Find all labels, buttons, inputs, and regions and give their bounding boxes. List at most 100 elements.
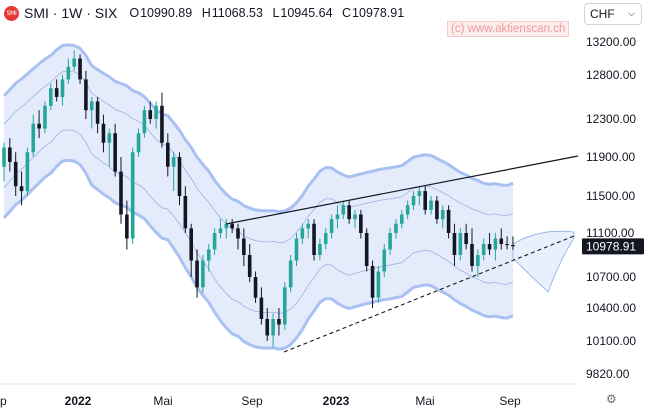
candle-body <box>230 223 234 229</box>
projection-cone <box>512 230 575 293</box>
candle-body <box>341 205 346 215</box>
candle-body <box>493 238 498 250</box>
candle-body <box>271 319 275 336</box>
candle-body <box>224 223 229 229</box>
low-label: L <box>272 6 280 20</box>
candle-body <box>148 110 153 119</box>
candle-body <box>347 205 351 220</box>
candle-body <box>288 260 293 288</box>
x-tick-label: p <box>0 394 7 408</box>
candle-body <box>66 66 71 80</box>
candle-series <box>2 50 515 347</box>
y-tick-label: 11500.00 <box>586 189 635 203</box>
close-value: 10978.91 <box>352 6 405 20</box>
candle-body <box>253 277 258 298</box>
candle-body <box>60 79 65 97</box>
close-label: C <box>342 6 352 20</box>
time-axis[interactable]: p 2022 Mai Sep 2023 Mai Sep <box>0 383 578 408</box>
candle-body <box>277 319 281 325</box>
candle-body <box>464 233 468 244</box>
low-value: 10945.64 <box>280 6 333 20</box>
candle-body <box>212 233 217 250</box>
candle-body <box>335 214 340 220</box>
y-tick-label: 11900.00 <box>586 150 635 164</box>
currency-label: CHF <box>590 7 615 21</box>
candle-body <box>429 200 433 210</box>
candle-body <box>353 214 357 220</box>
candle-body <box>283 287 287 325</box>
candle-body <box>78 58 82 80</box>
resistance-line[interactable] <box>225 155 579 225</box>
currency-select[interactable]: CHF ⌵ <box>584 3 642 25</box>
candle-body <box>487 244 492 250</box>
candle-body <box>359 214 363 233</box>
chevron-down-icon: ⌵ <box>628 8 635 18</box>
candle-body <box>113 133 117 172</box>
band-inner-lower <box>3 129 514 314</box>
smi-logo-icon: SMI <box>4 5 19 21</box>
candle-body <box>89 101 94 111</box>
support-line[interactable] <box>283 235 575 353</box>
candle-body <box>388 233 392 250</box>
candle-body <box>189 228 193 261</box>
candle-body <box>8 147 12 162</box>
candle-body <box>72 58 76 67</box>
candle-body <box>476 255 480 266</box>
candle-body <box>236 228 240 239</box>
candle-body <box>470 244 474 266</box>
candle-body <box>394 223 398 233</box>
x-tick-label: Sep <box>499 394 521 408</box>
y-tick-label: 10700.00 <box>586 270 636 284</box>
candle-body <box>247 255 252 277</box>
band-lower-line <box>2 158 514 351</box>
candle-body <box>499 238 504 244</box>
price-axis[interactable]: 13200.00 12800.00 12300.00 11900.00 11500.00… <box>582 35 644 381</box>
candle-body <box>265 319 270 336</box>
candle-body <box>2 147 6 167</box>
x-tick-label: Mai <box>415 394 434 408</box>
envelope-band-area <box>2 43 575 351</box>
candle-body <box>329 219 334 233</box>
high-label: H <box>201 6 211 20</box>
high-value: 11068.53 <box>211 6 263 20</box>
candle-body <box>312 223 316 255</box>
y-tick-label: 11100.00 <box>586 226 635 240</box>
candle-body <box>84 79 88 111</box>
candle-body <box>417 191 422 196</box>
candle-body <box>376 271 381 298</box>
candle-body <box>119 171 123 215</box>
candle-body <box>440 209 445 220</box>
candle-body <box>160 105 164 143</box>
candle-body <box>49 88 53 106</box>
candle-body <box>242 238 246 255</box>
candle-body <box>400 214 404 224</box>
y-tick-label: 12300.00 <box>586 112 636 126</box>
gear-icon[interactable]: ⚙ <box>606 392 617 406</box>
trend-lines <box>225 155 579 353</box>
candle-body <box>195 260 199 288</box>
candle-body <box>206 249 211 261</box>
last-price-badge <box>582 238 644 255</box>
candle-body <box>130 152 135 239</box>
candle-body <box>481 244 486 255</box>
candle-body <box>125 214 129 239</box>
candle-body <box>446 209 451 233</box>
candle-body <box>101 123 106 143</box>
candle-body <box>183 196 188 229</box>
watermark: (c) www.aktienscan.ch <box>447 21 570 37</box>
candle-body <box>218 228 223 233</box>
y-tick-label: 10400.00 <box>586 301 636 315</box>
candle-body <box>177 157 182 196</box>
candle-body <box>201 260 205 288</box>
x-tick-label: 2023 <box>323 394 350 408</box>
candle-body <box>43 105 47 129</box>
candle-body <box>370 266 375 298</box>
symbol-label[interactable]: SMI · 1W · SIX <box>24 5 118 21</box>
candle-body <box>142 110 147 134</box>
candle-body <box>435 200 439 220</box>
candle-body <box>54 88 59 97</box>
ohlc-readout: O10990.89 H11068.53 L10945.64 C10978.91 <box>129 6 410 20</box>
candle-body <box>294 238 299 261</box>
candle-body <box>452 233 457 255</box>
